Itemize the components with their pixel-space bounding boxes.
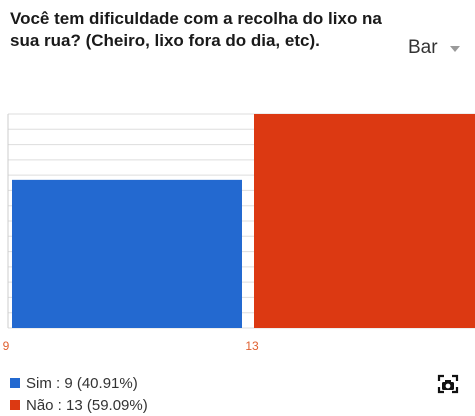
- legend-label-nao: Não : 13 (59.09%): [26, 396, 148, 414]
- x-tick-label: 13: [245, 339, 259, 350]
- chevron-down-icon: [449, 46, 460, 52]
- legend-label-sim: Sim : 9 (40.91%): [26, 374, 138, 392]
- x-tick-label: 9: [3, 339, 10, 350]
- chart-type-value: Bar: [408, 37, 438, 58]
- screenshot-icon[interactable]: [437, 374, 459, 394]
- legend-swatch-sim: [10, 378, 20, 388]
- legend-item-sim: Sim : 9 (40.91%): [10, 372, 148, 394]
- chart-type-dropdown[interactable]: Bar: [408, 36, 460, 60]
- legend-swatch-nao: [10, 400, 20, 410]
- bar-chart: 9 13: [3, 113, 475, 350]
- bar-nao: [254, 114, 475, 328]
- bar-sim: [12, 179, 242, 328]
- question-title: Você tem dificuldade com a recolha do li…: [10, 9, 382, 50]
- chart-legend: Sim : 9 (40.91%) Não : 13 (59.09%): [10, 372, 148, 416]
- legend-item-nao: Não : 13 (59.09%): [10, 394, 148, 416]
